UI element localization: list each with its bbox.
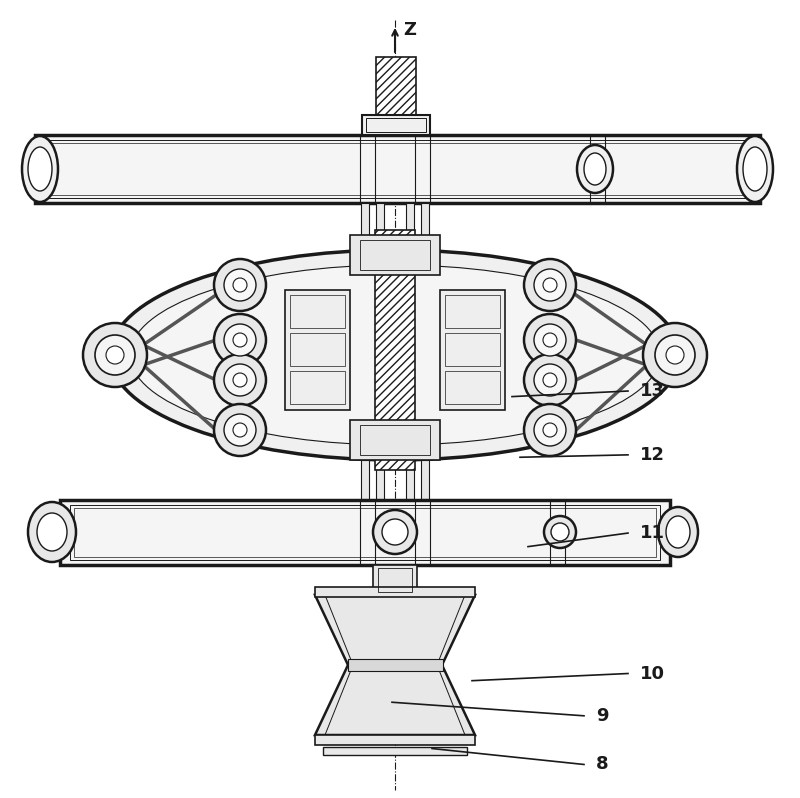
Bar <box>445 295 500 328</box>
Circle shape <box>543 423 557 437</box>
Bar <box>440 290 505 410</box>
Text: 9: 9 <box>596 707 609 725</box>
Circle shape <box>214 404 266 456</box>
Circle shape <box>233 333 247 347</box>
Bar <box>376 203 384 248</box>
Bar <box>290 333 345 366</box>
Bar <box>373 565 417 595</box>
Text: 11: 11 <box>640 524 665 542</box>
Text: 13: 13 <box>640 382 665 400</box>
Circle shape <box>106 346 124 364</box>
Ellipse shape <box>130 265 660 445</box>
Circle shape <box>666 346 684 364</box>
Ellipse shape <box>658 507 698 557</box>
Bar <box>361 203 369 248</box>
Bar <box>360 240 430 270</box>
Polygon shape <box>315 665 475 735</box>
Circle shape <box>524 314 576 366</box>
Bar <box>421 460 429 502</box>
Bar <box>445 333 500 366</box>
Circle shape <box>534 414 566 446</box>
Text: 12: 12 <box>640 446 665 464</box>
Ellipse shape <box>743 147 767 191</box>
Circle shape <box>224 364 256 396</box>
Bar <box>70 505 660 560</box>
Circle shape <box>534 269 566 301</box>
Ellipse shape <box>28 502 76 562</box>
Circle shape <box>214 314 266 366</box>
Bar <box>323 747 467 755</box>
Ellipse shape <box>37 513 67 551</box>
Text: 10: 10 <box>640 665 665 682</box>
Ellipse shape <box>584 153 606 185</box>
Polygon shape <box>315 595 475 665</box>
Bar <box>60 500 670 565</box>
Bar <box>45 140 750 198</box>
Bar <box>290 295 345 328</box>
Circle shape <box>224 324 256 356</box>
Circle shape <box>534 364 566 396</box>
Ellipse shape <box>577 145 613 193</box>
Bar <box>445 371 500 404</box>
Circle shape <box>524 259 576 311</box>
Bar <box>315 587 475 597</box>
Bar <box>315 735 475 745</box>
Bar <box>35 135 760 203</box>
Bar <box>375 230 415 470</box>
Bar <box>406 203 414 248</box>
Circle shape <box>233 373 247 387</box>
Bar <box>376 57 416 115</box>
Bar <box>362 115 430 135</box>
Circle shape <box>95 335 135 375</box>
Bar <box>360 425 430 455</box>
Bar <box>348 659 443 671</box>
Bar <box>366 118 426 132</box>
Circle shape <box>214 354 266 406</box>
Circle shape <box>643 323 707 387</box>
Circle shape <box>655 335 695 375</box>
Circle shape <box>83 323 147 387</box>
Bar <box>361 460 369 502</box>
Ellipse shape <box>737 136 773 202</box>
Bar <box>378 568 412 592</box>
Bar <box>406 460 414 502</box>
Text: Z: Z <box>403 21 416 39</box>
Ellipse shape <box>28 147 52 191</box>
Bar <box>285 290 350 410</box>
Ellipse shape <box>22 136 58 202</box>
Bar <box>49 143 746 195</box>
Ellipse shape <box>110 250 680 460</box>
Circle shape <box>233 278 247 292</box>
Bar <box>376 460 384 502</box>
Circle shape <box>224 414 256 446</box>
Circle shape <box>551 523 569 541</box>
Circle shape <box>224 269 256 301</box>
Circle shape <box>544 516 576 548</box>
Circle shape <box>233 423 247 437</box>
Ellipse shape <box>666 516 690 548</box>
Bar <box>74 508 656 557</box>
Circle shape <box>524 404 576 456</box>
Bar <box>290 371 345 404</box>
Bar <box>350 235 440 275</box>
Circle shape <box>214 259 266 311</box>
Circle shape <box>534 324 566 356</box>
Circle shape <box>543 333 557 347</box>
Circle shape <box>543 373 557 387</box>
Bar <box>421 203 429 248</box>
Circle shape <box>524 354 576 406</box>
Bar <box>350 420 440 460</box>
Circle shape <box>373 510 417 554</box>
Circle shape <box>382 519 408 545</box>
Circle shape <box>543 278 557 292</box>
Text: 8: 8 <box>596 756 609 773</box>
